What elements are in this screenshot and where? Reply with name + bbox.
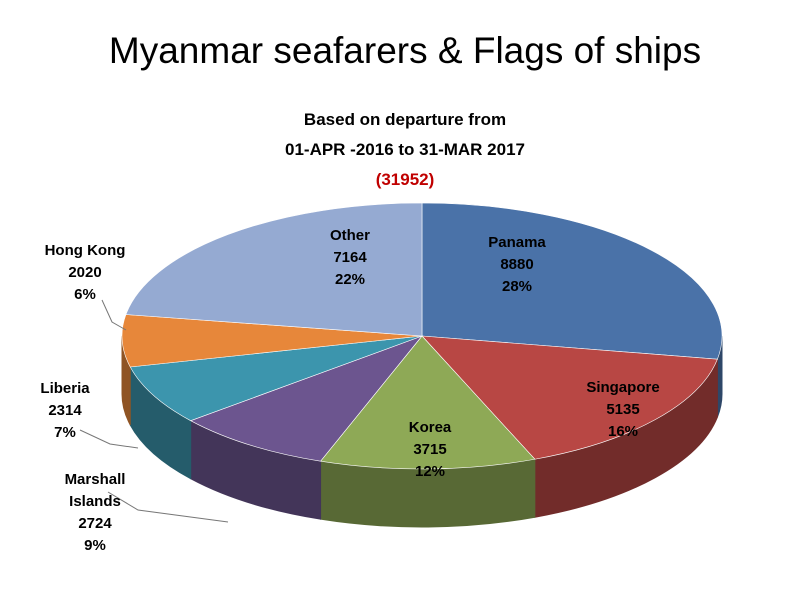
- percent-label: 28%: [501, 278, 533, 295]
- percent-label: 16%: [607, 423, 639, 440]
- slice: [125, 202, 423, 337]
- category-label: Panama: [488, 234, 546, 251]
- subtitle: Based on departure from: [303, 110, 507, 129]
- leader-line: [79, 429, 139, 449]
- value-label: 8880: [500, 256, 534, 273]
- percent-label: 12%: [414, 463, 446, 480]
- slice: [121, 314, 423, 368]
- category-label: Singapore: [586, 379, 660, 396]
- percent-label: 22%: [334, 271, 366, 288]
- category-label: Marshall Islands: [64, 471, 126, 510]
- leader-line: [107, 491, 229, 523]
- leader-line: [101, 299, 127, 331]
- data-label: Panama 8880 28%: [462, 232, 572, 298]
- value-label: 5135: [606, 401, 640, 418]
- category-label: Other: [329, 227, 370, 244]
- data-label: Hong Kong 2020 6%: [30, 240, 140, 306]
- slice: [421, 335, 718, 460]
- value-label: 2724: [78, 515, 112, 532]
- slice: [129, 335, 423, 422]
- subtitle: 01-APR -2016 to 31-MAR 2017: [285, 140, 525, 159]
- value-label: 3715: [413, 441, 447, 458]
- category-label: Korea: [408, 419, 452, 436]
- percent-label: 7%: [54, 424, 76, 441]
- data-label: Singapore 5135 16%: [568, 377, 678, 443]
- value-label: 2314: [48, 402, 82, 419]
- slice: [189, 335, 423, 462]
- data-label: Korea 3715 12%: [375, 417, 485, 483]
- category-label: Liberia: [40, 380, 90, 397]
- data-label: Liberia 2314 7%: [10, 378, 120, 444]
- value-label: 7164: [333, 249, 367, 266]
- data-label: Other 7164 22%: [295, 225, 405, 291]
- total-label: (31952): [375, 170, 435, 189]
- data-label: Marshall Islands 2724 9%: [40, 469, 150, 557]
- category-label: Hong Kong: [44, 242, 126, 259]
- chart-title: Myanmar seafarers & Flags of ships: [108, 30, 702, 71]
- slice: [320, 335, 536, 470]
- value-label: 2020: [68, 264, 102, 281]
- percent-label: 9%: [84, 537, 106, 554]
- slice: [421, 202, 723, 360]
- percent-label: 6%: [74, 286, 96, 303]
